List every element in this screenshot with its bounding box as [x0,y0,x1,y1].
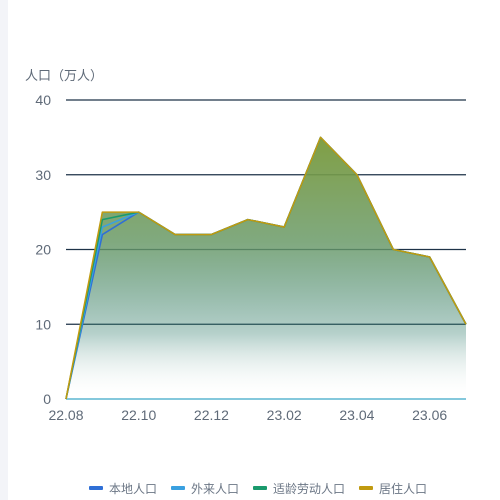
legend-swatch [359,486,374,490]
x-tick-label: 22.08 [48,407,83,423]
x-tick-label: 23.06 [412,407,447,423]
x-tick-label: 22.12 [194,407,229,423]
y-tick-label: 20 [35,242,51,258]
series-line [65,136,467,400]
x-tick-label: 23.02 [267,407,302,423]
y-tick-label: 30 [35,167,51,183]
legend-item[interactable]: 居住人口 [359,480,427,497]
y-tick-label: 10 [35,316,51,332]
x-tick-label: 22.10 [121,407,156,423]
area-chart: 人口（万人） 0 10 20 30 40 22.08 22.10 22.12 23.02 23.… [25,68,467,423]
series-lines [65,136,467,400]
x-axis-ticks: 22.08 22.10 22.12 23.02 23.04 23.06 [48,407,447,423]
area-shape [66,137,466,399]
legend-swatch [88,486,103,490]
x-tick-label: 23.04 [339,407,374,423]
legend-label: 外来人口 [190,481,239,496]
legend-swatch [253,486,267,490]
legend-swatch [170,486,185,490]
legend-item[interactable]: 外来人口 [170,480,239,497]
y-tick-label: 40 [35,92,51,108]
legend: 本地人口 外来人口 适龄劳动人口 居住人口 [8,478,500,498]
area-fill [66,137,466,399]
legend-item[interactable]: 适龄劳动人口 [253,480,345,497]
legend-label: 居住人口 [379,481,428,496]
y-axis-label: 人口（万人） [25,68,103,83]
y-tick-label: 0 [43,391,51,407]
legend-item[interactable]: 本地人口 [88,480,157,497]
legend-label: 本地人口 [108,481,157,496]
y-axis-ticks: 0 10 20 30 40 [35,92,51,407]
legend-label: 适龄劳动人口 [273,481,346,496]
